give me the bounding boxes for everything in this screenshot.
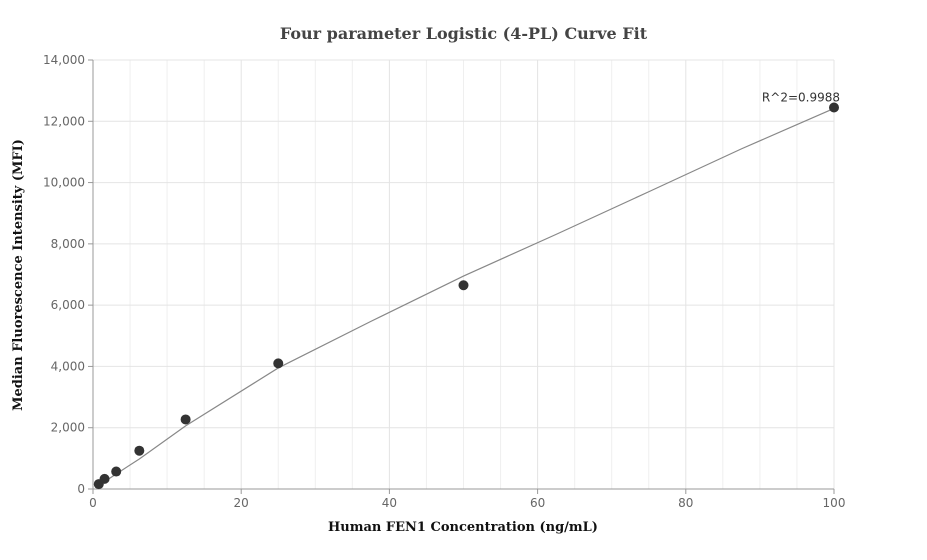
- data-point: [829, 102, 839, 113]
- label-layer: 0 2,000 4,000 6,000 8,000 10,000 12,000 14,000 0…: [43, 53, 845, 510]
- x-tick-label: 20: [234, 496, 249, 510]
- y-tick-label: 12,000: [43, 114, 85, 128]
- data-point: [111, 466, 122, 477]
- y-tick-label: 6,000: [51, 298, 85, 312]
- x-axis-title: Human FEN1 Concentration (ng/mL): [328, 520, 598, 535]
- y-tick-label: 4,000: [51, 359, 85, 373]
- data-point: [458, 280, 469, 291]
- y-tick-label: 8,000: [51, 237, 85, 251]
- data-point: [99, 473, 110, 484]
- y-tick-label: 10,000: [43, 176, 85, 190]
- fit-curve-line: [98, 107, 835, 487]
- y-tick-label: 0: [77, 482, 85, 496]
- x-tick-label: 60: [530, 496, 545, 510]
- x-tick-label: 100: [823, 496, 846, 510]
- grid-layer: [93, 59, 835, 489]
- x-tick-label: 80: [678, 496, 693, 510]
- point-layer: [93, 102, 839, 490]
- data-point: [180, 414, 191, 425]
- axis-layer: [88, 59, 835, 494]
- y-tick-label: 2,000: [51, 421, 85, 435]
- r-squared-annotation: R^2=0.9988: [762, 90, 840, 104]
- data-point: [134, 445, 145, 456]
- y-axis-title: Median Fluorescence Intensity (MFI): [11, 139, 26, 411]
- chart-title: Four parameter Logistic (4-PL) Curve Fit: [280, 24, 648, 43]
- x-tick-label: 40: [382, 496, 397, 510]
- x-tick-label: 0: [89, 496, 97, 510]
- y-tick-label: 14,000: [43, 53, 85, 67]
- curve-layer: [98, 107, 835, 487]
- data-point: [273, 358, 284, 369]
